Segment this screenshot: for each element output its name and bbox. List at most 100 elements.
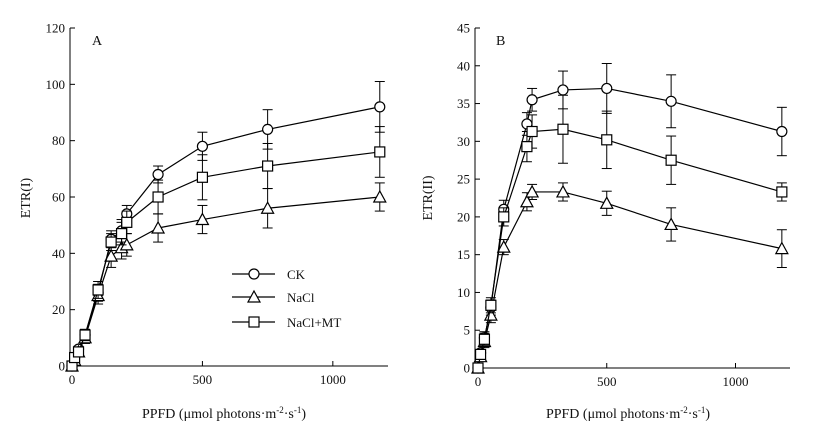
panel-a-point-nacl: [104, 248, 119, 262]
panel-b-point-nacl-mt: [521, 141, 533, 153]
panel-a-point-nacl: [372, 189, 387, 203]
panel-a-point-nacl: [260, 201, 275, 214]
panel-a-point-ck: [196, 140, 209, 152]
legend-label-nacl-mt: NaCl+MT: [287, 315, 341, 330]
panel-b-point-nacl-mt: [498, 211, 510, 223]
panel-a-x-label-mid: ·s: [284, 407, 294, 422]
panel-b-point-nacl: [599, 196, 614, 209]
panel-b-point-nacl-mt: [776, 186, 788, 198]
legend-marker-nacl-mt: [248, 316, 260, 328]
panel-b-x-axis-label: PPFD (μmol photons·m-2·s-1): [546, 405, 710, 422]
panel-a-y-tick-label: 60: [52, 190, 65, 205]
panel-b-series-nacl: [470, 182, 789, 374]
panel-b-y-tick-label: 10: [457, 285, 470, 300]
panel-a-point-nacl: [151, 220, 166, 234]
panel-b-x-label-sup2: -1: [698, 405, 706, 415]
panel-a-point-nacl-mt: [262, 160, 274, 172]
legend-marker-nacl: [246, 289, 262, 303]
panel-b-point-nacl-mt: [472, 362, 484, 374]
panel-b-point-nacl: [555, 184, 570, 198]
panel-a-point-nacl-mt: [115, 228, 128, 240]
panel-a-series-nacl-mt: [66, 126, 386, 372]
panel-b-y-axis-label: ETR(II): [421, 175, 436, 220]
panel-a-x-label-main: PPFD (μmol photons·m: [142, 407, 276, 422]
panel-a-point-ck: [374, 101, 386, 113]
panel-a-x-tick-label: 500: [193, 372, 213, 387]
panel-b-point-ck: [526, 94, 538, 106]
panel-a-plot: 0 20 40 60 80 100 120 0 500 1000: [46, 21, 388, 387]
panel-a: 0 20 40 60 80 100 120 0 500 1000 A ETR(I) PPFD (μ…: [19, 21, 388, 422]
panel-a-x-label-sup1: -2: [276, 405, 284, 415]
panel-b-y-tick-label: 25: [457, 172, 470, 187]
panel-a-letter: A: [92, 34, 103, 49]
panel-b-x-label-end: ): [705, 407, 710, 422]
panel-a-point-ck: [152, 168, 164, 181]
panel-b-y-tick-label: 0: [464, 361, 471, 376]
panel-b-x-tick-label: 1000: [723, 374, 749, 389]
panel-b-x-tick-label: 500: [597, 374, 617, 389]
panel-b-letter: B: [496, 34, 505, 49]
panel-b-plot: 0 5 10 15 20 25 30 35 40 45 0 500 1000: [457, 21, 790, 389]
panel-a-y-tick-label: 80: [52, 133, 65, 148]
panel-b-line-ck: [477, 87, 783, 369]
panel-a-y-axis-label: ETR(I): [19, 177, 34, 218]
panel-b-x-label-sup1: -2: [680, 405, 688, 415]
panel-a-x-tick-label: 1000: [320, 372, 346, 387]
panel-b-x-tick-label: 0: [475, 374, 482, 389]
panel-b-point-nacl-mt: [601, 134, 613, 146]
panel-b-point-nacl: [519, 194, 534, 208]
panel-b-point-nacl: [525, 184, 540, 198]
panel-a-point-nacl-mt: [105, 236, 117, 248]
panel-a-y-tick-label: 100: [46, 77, 66, 92]
panel-a-point-ck: [262, 123, 274, 135]
panel-b-line-nacl-mt: [477, 128, 783, 369]
panel-a-x-label-end: ): [301, 407, 306, 422]
panel-b: 0 5 10 15 20 25 30 35 40 45 0 500 1000 B ETR(II) PPF…: [421, 21, 790, 422]
panel-b-point-nacl-mt: [526, 125, 538, 138]
panel-a-series-nacl: [64, 182, 387, 372]
panel-b-point-nacl: [483, 307, 498, 321]
panel-b-point-nacl-mt: [665, 154, 677, 166]
panel-a-point-nacl-mt: [121, 216, 133, 228]
panel-b-point-ck: [601, 82, 613, 95]
panel-b-series-ck: [472, 63, 788, 374]
panel-b-y-tick-label: 45: [457, 21, 470, 36]
panel-b-point-nacl-mt: [474, 348, 487, 360]
panel-a-y-tick-label: 20: [52, 302, 65, 317]
panel-a-point-nacl-mt: [152, 191, 164, 203]
panel-b-y-tick-label: 35: [457, 96, 470, 111]
panel-a-y-tick-label: 40: [52, 246, 65, 261]
panel-b-point-nacl: [774, 241, 789, 255]
panel-b-y-tick-label: 20: [457, 209, 470, 224]
panel-a-x-label-sup2: -1: [294, 405, 302, 415]
panel-b-series-nacl-mt: [472, 94, 788, 374]
panel-b-point-nacl-mt: [485, 299, 497, 311]
panel-b-y-tick-label: 5: [464, 323, 471, 338]
legend: CK NaCl NaCl+MT: [232, 267, 341, 330]
panel-a-point-nacl-mt: [72, 346, 85, 358]
panel-a-point-nacl-mt: [92, 284, 104, 296]
panel-b-point-nacl: [496, 239, 511, 253]
panel-a-x-tick-label: 0: [69, 372, 76, 387]
panel-b-x-label-mid: ·s: [688, 407, 698, 422]
panel-b-point-nacl-mt: [557, 123, 569, 135]
panel-b-point-ck: [665, 95, 677, 107]
panel-b-point-nacl: [664, 217, 679, 231]
panel-b-x-label-main: PPFD (μmol photons·m: [546, 407, 680, 422]
legend-marker-ck: [248, 268, 260, 280]
legend-label-nacl: NaCl: [287, 290, 315, 305]
panel-b-point-ck: [776, 125, 788, 138]
panel-b-y-tick-label: 15: [457, 247, 470, 262]
panel-b-point-nacl-mt: [478, 333, 491, 345]
panel-b-line-nacl: [477, 191, 782, 369]
panel-b-point-ck: [557, 84, 569, 96]
panel-b-y-tick-label: 30: [457, 134, 470, 149]
legend-label-ck: CK: [287, 267, 306, 282]
panel-a-point-nacl-mt: [196, 171, 209, 183]
panel-a-point-nacl-mt: [374, 146, 386, 158]
panel-a-point-nacl-mt: [79, 329, 91, 341]
panel-a-point-nacl: [195, 212, 210, 226]
panel-b-y-tick-label: 40: [457, 58, 470, 73]
panel-a-x-axis-label: PPFD (μmol photons·m-2·s-1): [142, 405, 306, 422]
